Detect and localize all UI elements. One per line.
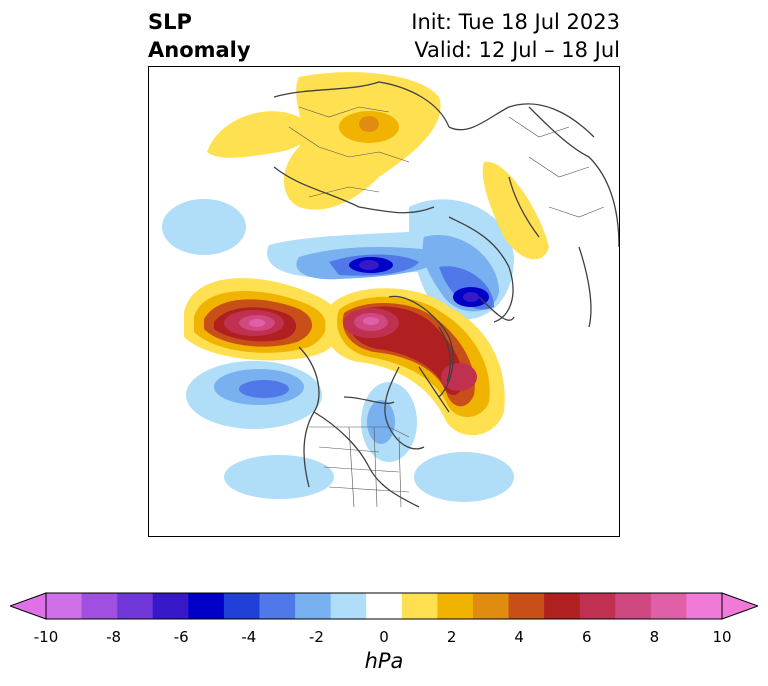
contour-yellow-alaska [482, 161, 549, 260]
colorbar-tick-label: -2 [308, 628, 324, 646]
colorbar-tick-label: 4 [514, 628, 524, 646]
map-dates: Init: Tue 18 Jul 2023 Valid: 12 Jul – 18… [411, 8, 620, 64]
map-title: SLP Anomaly [148, 8, 251, 64]
colorbar-cell [437, 593, 474, 619]
colorbar-cell [366, 593, 403, 619]
colorbar-tick-labels: -10 -8 -6 -4 -2 0 2 4 6 8 10 [0, 628, 768, 648]
colorbar-cell [472, 593, 510, 619]
colorbar-cell [223, 593, 260, 619]
contour-blue-atlantic [414, 452, 514, 502]
colorbar-cell [508, 593, 545, 619]
colorbar-tick-label: 2 [446, 628, 457, 646]
colorbar-cell [686, 593, 723, 619]
contour-blue-npac-strong [239, 380, 289, 398]
colorbar-cell [152, 593, 189, 619]
colorbar-tick-label: 10 [712, 628, 732, 646]
colorbar-extend-high [721, 592, 758, 620]
colorbar-cell [615, 593, 652, 619]
anomaly-contours [162, 72, 549, 502]
colorbar-cell [650, 593, 687, 619]
contour-blue-hudson-mid [367, 400, 395, 444]
colorbar-tick-label: -10 [33, 628, 59, 646]
colorbar-tick-label: 6 [582, 628, 592, 646]
colorbar-cell [259, 593, 296, 619]
colorbar-cells [46, 593, 723, 619]
colorbar-cell [579, 593, 616, 619]
colorbar-tick-label: -4 [241, 628, 257, 646]
title-line-1: SLP [148, 10, 192, 34]
colorbar-cell [81, 593, 118, 619]
contour-blue-sw [224, 455, 334, 499]
colorbar-tick-label: 0 [379, 628, 389, 646]
title-line-2: Anomaly [148, 38, 251, 62]
colorbar-cell [46, 593, 83, 619]
init-date: Init: Tue 18 Jul 2023 [411, 10, 620, 34]
colorbar-extend-low [10, 592, 47, 620]
contour-magenta-arctic [363, 317, 379, 325]
anomaly-map [162, 72, 619, 508]
colorbar-tick-label: -8 [106, 628, 122, 646]
colorbar-cell [188, 593, 225, 619]
colorbar-cell [544, 593, 581, 619]
valid-range: Valid: 12 Jul – 18 Jul [414, 38, 620, 62]
colorbar-tick-label: 8 [649, 628, 660, 646]
colorbar-cell [117, 593, 154, 619]
colorbar-tick-label: -6 [173, 628, 189, 646]
contour-yellow-west [207, 111, 310, 158]
colorbar-cell [330, 593, 367, 619]
map-panel [148, 66, 620, 537]
colorbar [10, 592, 758, 620]
borders [288, 106, 605, 508]
contour-magenta-npac [249, 319, 265, 327]
colorbar-cell [401, 593, 438, 619]
contour-blue-center-2 [463, 292, 479, 302]
contour-blue-center-1 [359, 260, 379, 270]
colorbar-outline [45, 592, 723, 620]
colorbar-cell [295, 593, 332, 619]
colorbar-unit: hPa [364, 649, 404, 673]
contour-blue-pacific-west [162, 199, 246, 255]
contour-dark-orange-eurasia [359, 116, 379, 132]
